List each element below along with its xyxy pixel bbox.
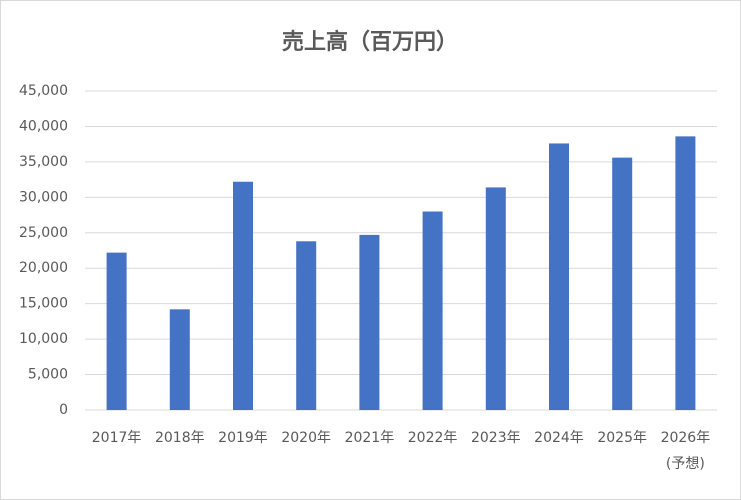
y-tick-label: 45,000: [19, 83, 68, 99]
x-tick-label: 2026年 (予想): [660, 430, 711, 472]
y-tick-label: 30,000: [19, 189, 68, 205]
bar: [422, 211, 443, 410]
y-tick-label: 15,000: [19, 296, 68, 312]
x-tick-label: 2018年: [154, 430, 205, 446]
x-tick-label: 2023年: [470, 430, 521, 446]
x-tick-label: 2019年: [218, 430, 268, 446]
bar: [549, 143, 569, 411]
y-tick-label: 10,000: [19, 331, 68, 347]
x-tick-label: 2024年: [534, 430, 584, 446]
x-tick-label: 2020年: [281, 430, 331, 446]
y-tick-label: 25,000: [19, 225, 68, 241]
x-tick-label: 2022年: [407, 430, 458, 446]
bar: [675, 136, 696, 410]
bar: [612, 157, 633, 410]
bar: [485, 187, 506, 410]
x-tick-label: 2017年: [91, 430, 142, 446]
bar: [106, 252, 127, 410]
chart-title: 売上高（百万円）: [282, 29, 458, 55]
x-tick-label: 2025年: [597, 430, 647, 446]
bar: [359, 234, 380, 410]
y-tick-label: 35,000: [19, 154, 68, 170]
y-tick-label: 20,000: [19, 260, 68, 276]
y-tick-label: 0: [59, 402, 68, 418]
bar: [296, 241, 317, 410]
y-tick-label: 5,000: [28, 367, 68, 383]
y-tick-label: 40,000: [19, 118, 68, 134]
bar: [233, 181, 253, 410]
x-tick-label: 2021年: [344, 430, 395, 446]
bar: [169, 309, 190, 410]
